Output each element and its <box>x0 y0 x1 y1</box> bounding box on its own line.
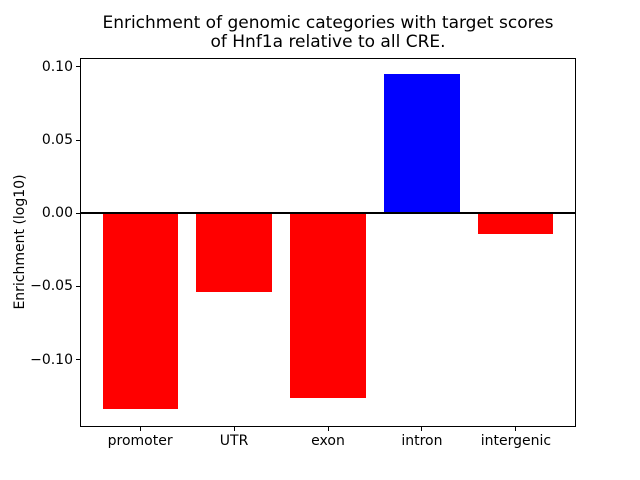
x-tick-intergenic <box>515 427 517 431</box>
bar-intron <box>384 74 460 214</box>
y-tick-label-0.10: 0.10 <box>41 58 73 75</box>
x-tick-intron <box>421 427 423 431</box>
x-tick-exon <box>327 427 329 431</box>
x-tick-promoter <box>139 427 141 431</box>
chart-title-line-2: of Hnf1a relative to all CRE. <box>210 32 446 52</box>
x-tick-label-UTR: UTR <box>219 433 249 449</box>
x-tick-label-promoter: promoter <box>107 433 173 449</box>
y-tick-−0.05 <box>76 285 80 287</box>
bar-UTR <box>196 213 272 293</box>
bar-exon <box>290 213 366 398</box>
bar-promoter <box>102 213 178 410</box>
x-tick-label-exon: exon <box>311 433 345 449</box>
x-tick-label-intron: intron <box>401 433 443 449</box>
y-tick-label-−0.10: −0.10 <box>30 351 73 368</box>
zero-line <box>80 212 576 215</box>
x-tick-label-intergenic: intergenic <box>480 433 552 449</box>
bar-intergenic <box>478 213 554 234</box>
y-tick-0.05 <box>76 139 80 141</box>
y-tick-label-−0.05: −0.05 <box>30 278 73 295</box>
y-tick-0.00 <box>76 212 80 214</box>
x-tick-UTR <box>233 427 235 431</box>
y-tick-−0.10 <box>76 359 80 361</box>
y-tick-label-0.00: 0.00 <box>41 205 73 222</box>
chart-title: Enrichment of genomic categories with ta… <box>80 14 576 52</box>
chart-title-line-1: Enrichment of genomic categories with ta… <box>102 13 554 33</box>
y-tick-label-0.05: 0.05 <box>41 132 73 148</box>
y-tick-0.10 <box>76 66 80 68</box>
